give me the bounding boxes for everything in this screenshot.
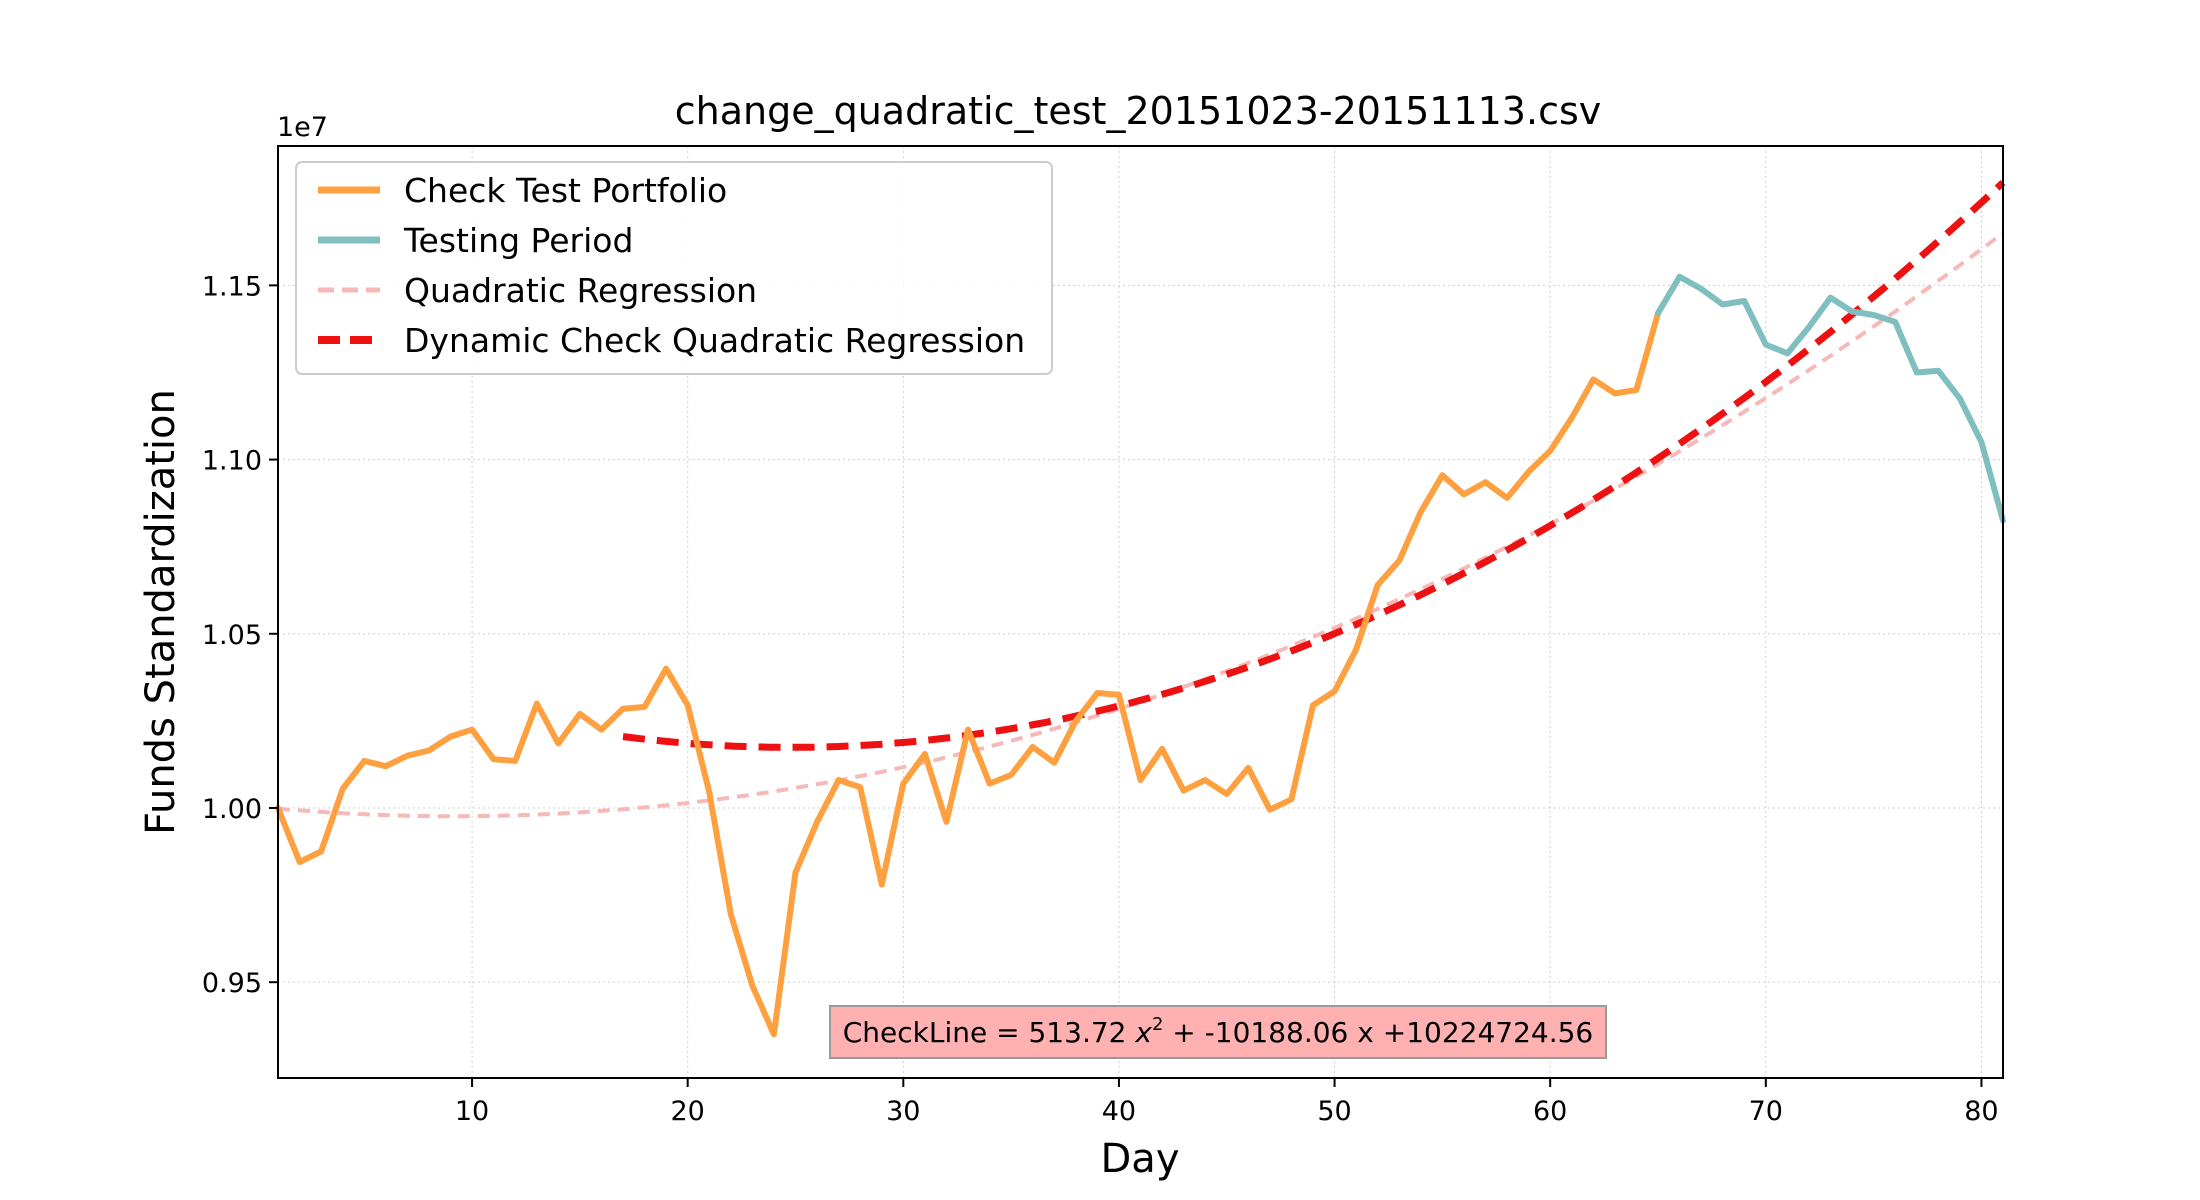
series-line-testing-period [1655, 273, 2006, 524]
y-axis: 0.95 1.00 1.05 1.10 1.15 [202, 271, 278, 999]
x-tick-label: 40 [1102, 1096, 1136, 1127]
x-tick-label: 60 [1533, 1096, 1567, 1127]
annotation-exponent: 2 [1152, 1014, 1163, 1035]
plot-frame [277, 145, 2004, 1079]
x-tick-label: 30 [886, 1096, 920, 1127]
y-tick-label: 1.05 [202, 620, 262, 651]
series-line-quadratic-regression [277, 231, 2005, 819]
x-tick-label: 10 [455, 1096, 489, 1127]
annotation-prefix: CheckLine = 513.72 [843, 1016, 1136, 1049]
legend-label-testing-period: Testing Period [403, 221, 633, 260]
x-tick-label: 20 [671, 1096, 705, 1127]
chart-title: change_quadratic_test_20151023-20151113.… [675, 89, 1602, 133]
x-tick-label: 70 [1749, 1096, 1783, 1127]
x-axis-label: Day [1101, 1136, 1180, 1182]
y-axis-label: Funds Standardization [138, 389, 184, 835]
legend-label-check-test-portfolio: Check Test Portfolio [404, 171, 727, 210]
legend-label-dynamic-check-quadratic-regression: Dynamic Check Quadratic Regression [404, 321, 1025, 360]
x-tick-label: 50 [1317, 1096, 1351, 1127]
y-tick-label: 1.00 [202, 794, 262, 825]
legend-label-quadratic-regression: Quadratic Regression [404, 271, 757, 310]
y-tick-label: 0.95 [202, 968, 262, 999]
legend-box [295, 161, 1053, 375]
x-tick-label: 80 [1964, 1096, 1998, 1127]
series-group [275, 180, 2006, 1038]
series-line-check-test-portfolio [275, 310, 1661, 1038]
y-tick-label: 1.15 [202, 271, 262, 302]
y-tick-label: 1.10 [202, 446, 262, 477]
annotation-text: CheckLine = 513.72 x2 + -10188.06 x +102… [843, 1014, 1594, 1049]
annotation-suffix: + -10188.06 x +10224724.56 [1163, 1016, 1593, 1049]
y-offset-label: 1e7 [277, 112, 328, 143]
annotation-variable: x [1134, 1016, 1152, 1049]
annotation-box [829, 1005, 1607, 1059]
series-line-dynamic-check-quadratic-regression [622, 180, 2006, 751]
checkline-annotation: CheckLine = 513.72 x2 + -10188.06 x +102… [829, 1005, 1607, 1059]
x-axis: 10 20 30 40 50 60 70 80 [455, 1078, 1999, 1127]
legend: Check Test Portfolio Testing Period Quad… [295, 161, 1053, 375]
